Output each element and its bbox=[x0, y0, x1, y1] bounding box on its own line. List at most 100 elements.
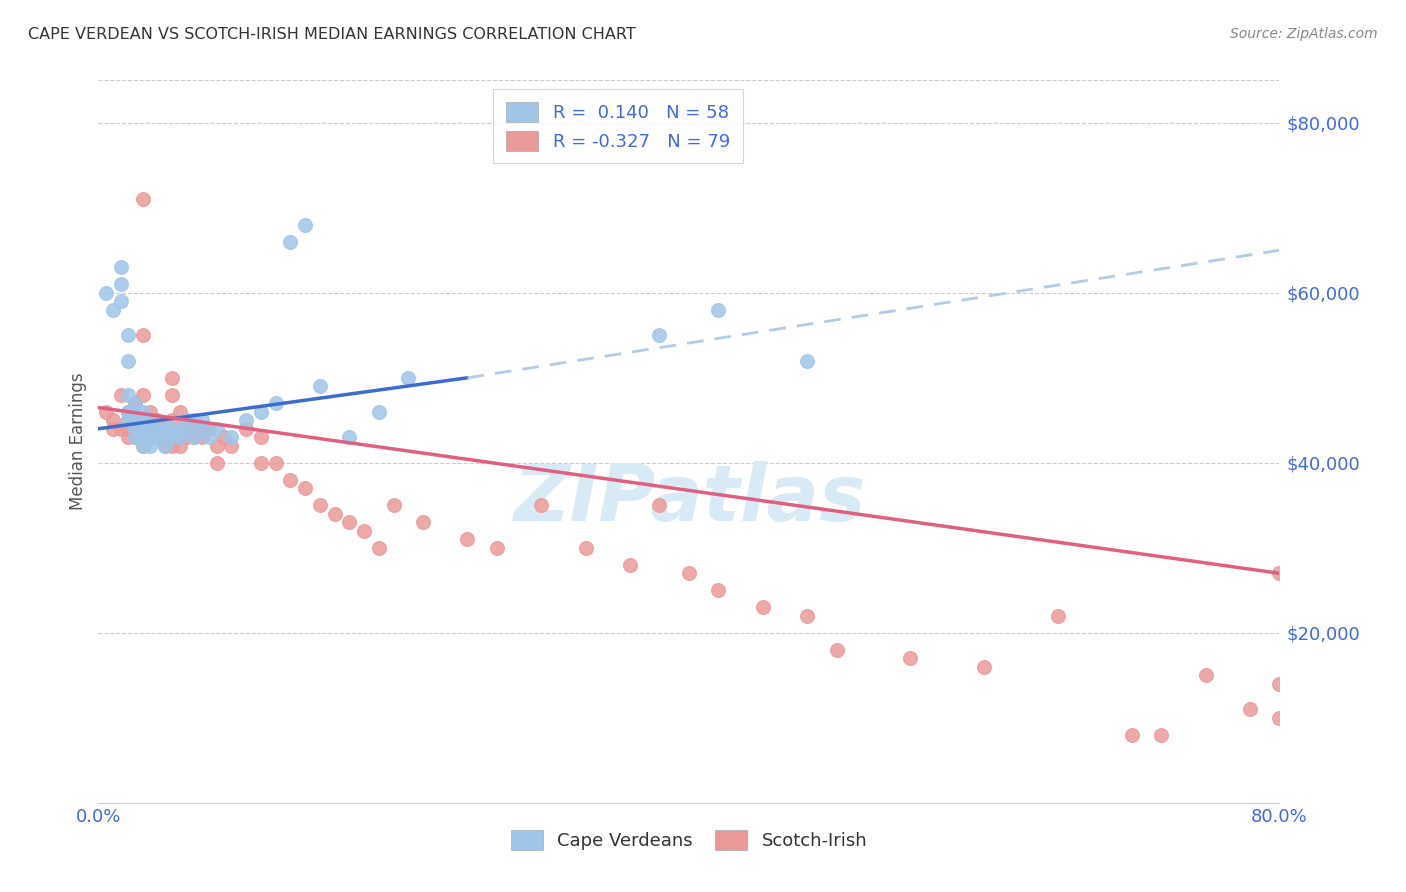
Point bbox=[176, 413, 198, 427]
Point bbox=[235, 422, 257, 436]
Point bbox=[94, 405, 117, 419]
Point bbox=[339, 516, 361, 530]
Point bbox=[146, 413, 169, 427]
Point bbox=[132, 422, 155, 436]
Point bbox=[825, 642, 848, 657]
Point bbox=[103, 422, 125, 436]
Point bbox=[117, 353, 139, 368]
Point bbox=[1195, 668, 1218, 682]
Point bbox=[368, 405, 391, 419]
Point bbox=[153, 430, 176, 444]
Point bbox=[1150, 728, 1173, 742]
Point bbox=[103, 413, 125, 427]
Point bbox=[153, 422, 176, 436]
Point bbox=[132, 422, 155, 436]
Point bbox=[1121, 728, 1143, 742]
Point bbox=[183, 413, 205, 427]
Point bbox=[221, 439, 243, 453]
Point bbox=[412, 516, 434, 530]
Point bbox=[368, 541, 391, 555]
Point bbox=[294, 218, 316, 232]
Point bbox=[117, 388, 139, 402]
Point bbox=[117, 405, 139, 419]
Legend: Cape Verdeans, Scotch-Irish: Cape Verdeans, Scotch-Irish bbox=[502, 821, 876, 859]
Point bbox=[191, 430, 214, 444]
Point bbox=[124, 396, 146, 410]
Point bbox=[648, 498, 671, 512]
Point bbox=[1268, 566, 1291, 581]
Point bbox=[264, 456, 287, 470]
Point bbox=[264, 396, 287, 410]
Point bbox=[124, 422, 146, 436]
Point bbox=[146, 430, 169, 444]
Text: Source: ZipAtlas.com: Source: ZipAtlas.com bbox=[1230, 27, 1378, 41]
Point bbox=[162, 422, 183, 436]
Point bbox=[124, 413, 146, 427]
Point bbox=[110, 422, 132, 436]
Point bbox=[530, 498, 553, 512]
Point bbox=[294, 481, 316, 495]
Point bbox=[146, 422, 169, 436]
Point bbox=[1268, 711, 1291, 725]
Point bbox=[382, 498, 405, 512]
Point bbox=[796, 608, 818, 623]
Point bbox=[169, 422, 191, 436]
Point bbox=[678, 566, 700, 581]
Point bbox=[198, 422, 221, 436]
Point bbox=[191, 422, 214, 436]
Point bbox=[183, 430, 205, 444]
Point bbox=[707, 583, 730, 598]
Point bbox=[169, 430, 191, 444]
Point bbox=[176, 430, 198, 444]
Point bbox=[457, 533, 479, 547]
Point bbox=[124, 405, 146, 419]
Point bbox=[117, 422, 139, 436]
Point bbox=[212, 430, 235, 444]
Point bbox=[117, 328, 139, 343]
Point bbox=[162, 430, 183, 444]
Point bbox=[132, 430, 155, 444]
Point bbox=[124, 422, 146, 436]
Point bbox=[169, 439, 191, 453]
Point bbox=[132, 192, 155, 206]
Point bbox=[117, 413, 139, 427]
Point bbox=[132, 430, 155, 444]
Point bbox=[132, 439, 155, 453]
Point bbox=[162, 413, 183, 427]
Point bbox=[110, 388, 132, 402]
Point bbox=[132, 430, 155, 444]
Point bbox=[309, 379, 332, 393]
Point bbox=[139, 422, 162, 436]
Point bbox=[191, 413, 214, 427]
Point bbox=[139, 439, 162, 453]
Point bbox=[323, 507, 346, 521]
Point bbox=[309, 498, 332, 512]
Point bbox=[162, 388, 183, 402]
Point bbox=[124, 430, 146, 444]
Point bbox=[339, 430, 361, 444]
Point bbox=[486, 541, 509, 555]
Point bbox=[169, 405, 191, 419]
Point bbox=[139, 422, 162, 436]
Point bbox=[139, 405, 162, 419]
Point bbox=[146, 430, 169, 444]
Point bbox=[124, 430, 146, 444]
Point bbox=[110, 260, 132, 275]
Point bbox=[169, 422, 191, 436]
Point bbox=[132, 422, 155, 436]
Point bbox=[146, 422, 169, 436]
Point bbox=[110, 294, 132, 309]
Point bbox=[132, 405, 155, 419]
Point bbox=[139, 430, 162, 444]
Point bbox=[900, 651, 922, 665]
Point bbox=[973, 660, 995, 674]
Point bbox=[198, 430, 221, 444]
Point bbox=[183, 430, 205, 444]
Point bbox=[132, 439, 155, 453]
Point bbox=[132, 388, 155, 402]
Point bbox=[575, 541, 598, 555]
Point bbox=[176, 422, 198, 436]
Point bbox=[398, 371, 420, 385]
Point bbox=[280, 473, 302, 487]
Point bbox=[162, 371, 183, 385]
